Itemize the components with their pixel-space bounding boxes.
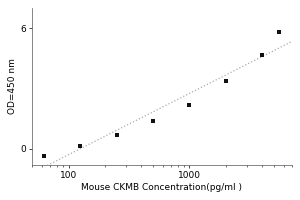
X-axis label: Mouse CKMB Concentration(pg/ml ): Mouse CKMB Concentration(pg/ml ) bbox=[81, 183, 242, 192]
Point bbox=[78, 145, 82, 148]
Point bbox=[114, 133, 119, 137]
Point bbox=[187, 103, 192, 107]
Y-axis label: OD=450 nm: OD=450 nm bbox=[8, 59, 17, 114]
Point bbox=[260, 54, 265, 57]
Point bbox=[277, 30, 281, 34]
Point bbox=[224, 79, 228, 82]
Point bbox=[151, 119, 155, 123]
Point bbox=[41, 154, 46, 157]
